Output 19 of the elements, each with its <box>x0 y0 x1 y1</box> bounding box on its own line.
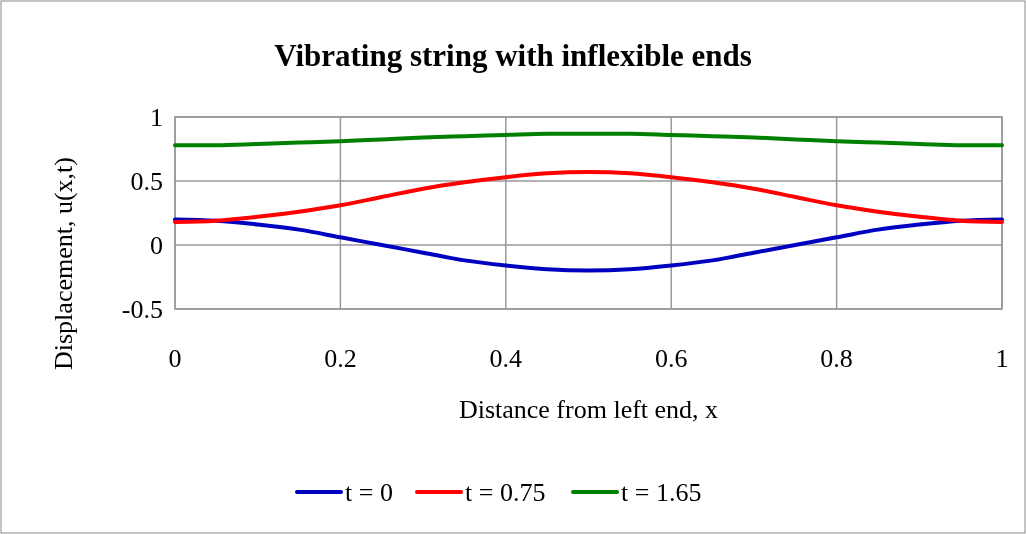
y-axis-title: Displacement, u(x,t) <box>49 157 78 370</box>
y-tick-label: 1 <box>150 103 163 133</box>
legend-label: t = 0.75 <box>465 478 546 508</box>
y-tick-label: 0 <box>150 231 163 261</box>
line-series <box>173 170 1004 224</box>
y-tick-label: 0.5 <box>130 167 163 197</box>
legend-label: t = 1.65 <box>621 478 702 508</box>
legend-label: t = 0 <box>345 478 393 508</box>
x-tick-label: 0.2 <box>324 344 357 373</box>
y-tick-label: -0.5 <box>121 295 163 325</box>
x-tick-label: 0.8 <box>820 344 853 373</box>
chart-title: Vibrating string with inflexible ends <box>274 38 752 73</box>
x-tick-label: 0 <box>168 344 182 373</box>
x-tick-label: 0.4 <box>489 344 523 373</box>
line-series <box>173 217 1004 273</box>
line-series <box>173 131 1004 148</box>
x-tick-label: 1 <box>995 344 1009 373</box>
x-axis-title: Distance from left end, x <box>458 395 719 424</box>
x-tick-label: 0.6 <box>654 344 688 373</box>
